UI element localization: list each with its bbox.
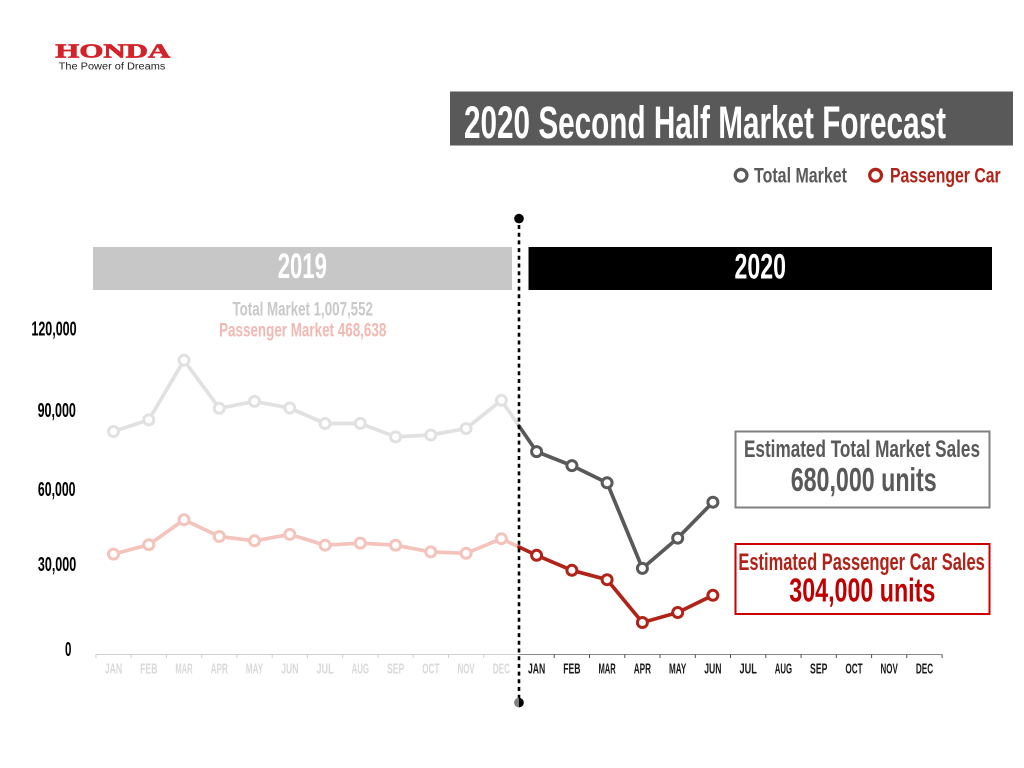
svg-text:HONDA: HONDA <box>55 41 171 63</box>
svg-text:680,000 units: 680,000 units <box>791 462 937 499</box>
svg-text:Total Market: Total Market <box>754 165 847 188</box>
svg-text:The Power of Dreams: The Power of Dreams <box>59 61 166 72</box>
svg-text:Estimated Total Market Sales: Estimated Total Market Sales <box>744 437 980 463</box>
svg-text:120,000: 120,000 <box>31 319 76 341</box>
svg-text:FEB: FEB <box>140 661 157 678</box>
svg-text:2020: 2020 <box>735 248 787 287</box>
svg-text:Total Market 1,007,552: Total Market 1,007,552 <box>233 299 373 321</box>
svg-text:2019: 2019 <box>278 247 327 286</box>
svg-text:SEP: SEP <box>387 661 404 678</box>
svg-text:JUL: JUL <box>740 661 757 678</box>
svg-text:MAY: MAY <box>669 661 686 678</box>
svg-text:FEB: FEB <box>563 661 580 678</box>
svg-text:DEC: DEC <box>916 661 933 678</box>
svg-text:JUN: JUN <box>704 661 721 678</box>
svg-text:DEC: DEC <box>493 661 510 678</box>
svg-text:APR: APR <box>634 661 651 678</box>
svg-text:OCT: OCT <box>422 661 439 678</box>
svg-text:60,000: 60,000 <box>38 479 76 501</box>
svg-text:Passenger Market 468,638: Passenger Market 468,638 <box>219 319 386 341</box>
svg-text:NOV: NOV <box>881 661 898 678</box>
svg-text:NOV: NOV <box>457 661 474 678</box>
svg-text:JUL: JUL <box>316 661 333 678</box>
svg-text:JAN: JAN <box>105 661 122 678</box>
svg-text:MAR: MAR <box>598 661 615 678</box>
svg-text:OCT: OCT <box>845 661 862 678</box>
svg-text:JUN: JUN <box>281 661 298 678</box>
svg-text:SEP: SEP <box>810 661 827 678</box>
svg-text:0: 0 <box>65 639 71 661</box>
svg-text:JAN: JAN <box>528 661 545 678</box>
svg-text:APR: APR <box>211 661 228 678</box>
svg-text:Estimated Passenger Car Sales: Estimated Passenger Car Sales <box>738 550 984 576</box>
svg-text:90,000: 90,000 <box>38 400 76 422</box>
svg-text:MAY: MAY <box>246 661 263 678</box>
svg-text:AUG: AUG <box>352 661 369 678</box>
svg-text:AUG: AUG <box>775 661 792 678</box>
svg-text:30,000: 30,000 <box>38 554 76 576</box>
svg-text:Passenger Car: Passenger Car <box>890 165 1001 188</box>
svg-text:2020 Second Half Market Foreca: 2020 Second Half Market Forecast <box>464 97 946 148</box>
svg-text:304,000 units: 304,000 units <box>789 572 935 609</box>
svg-text:MAR: MAR <box>175 661 192 678</box>
